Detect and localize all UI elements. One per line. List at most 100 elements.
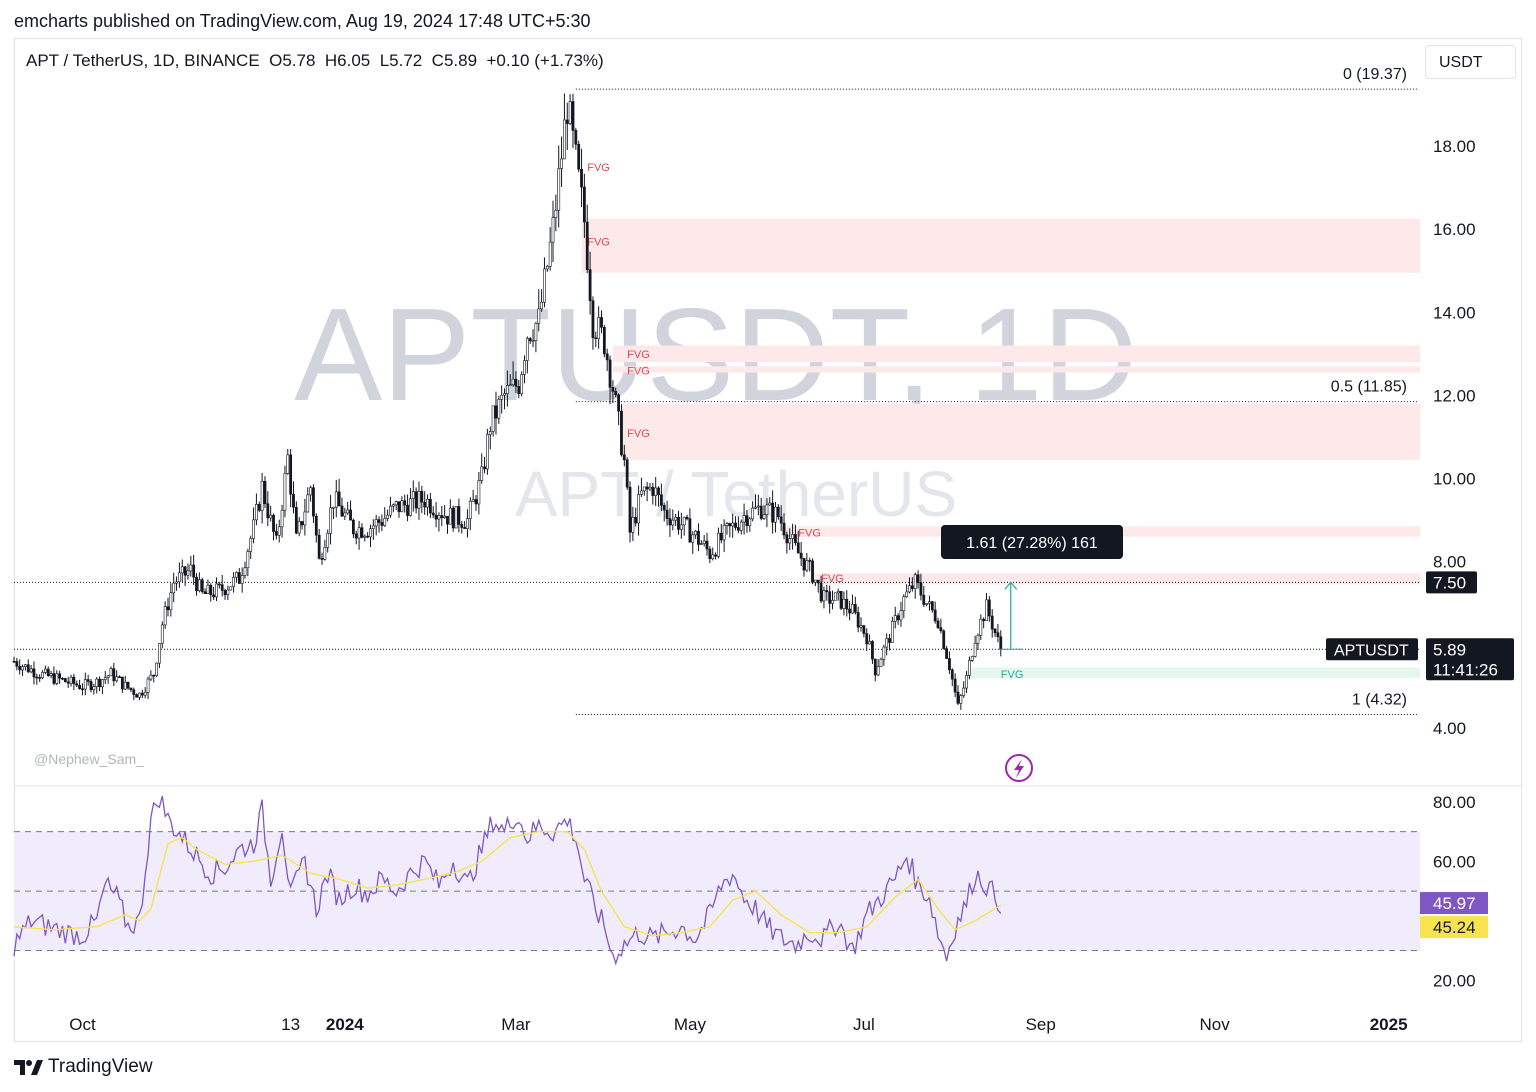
candle-body [120, 676, 124, 690]
lightning-icon[interactable] [1005, 754, 1033, 782]
candle [312, 484, 315, 524]
candle-body [945, 648, 948, 659]
candle [197, 572, 201, 593]
candle [725, 521, 729, 535]
candle-body [38, 677, 42, 679]
candle-body [21, 666, 24, 671]
candle [734, 516, 737, 531]
price-tick: 8.00 [1433, 553, 1466, 572]
candle-body [691, 534, 695, 543]
candle [671, 509, 675, 531]
candle-body [825, 590, 829, 593]
candle [859, 617, 863, 632]
candle-body [560, 158, 563, 169]
candle [12, 656, 16, 663]
candle [460, 521, 464, 534]
candle [688, 508, 692, 543]
candle [528, 337, 532, 344]
candle-body [135, 694, 139, 698]
candle-body [685, 516, 689, 520]
candle [577, 140, 581, 173]
candle-body [192, 564, 196, 578]
candle-body [574, 130, 578, 145]
fvg-label: FVG [627, 365, 650, 377]
candle-body [568, 101, 572, 124]
candle-body [811, 560, 814, 583]
fvg-label: FVG [627, 428, 650, 440]
candle-body [357, 527, 361, 539]
candle [942, 629, 946, 650]
candle-body [662, 505, 666, 511]
candle-body [423, 501, 427, 508]
candle-body [112, 668, 116, 682]
candle [300, 520, 304, 530]
candle [411, 480, 415, 512]
candle [517, 379, 521, 399]
candle [203, 588, 207, 594]
candle-body [488, 431, 492, 435]
candle [625, 457, 629, 490]
candle-body [631, 516, 635, 533]
candle [620, 404, 623, 457]
price-axis[interactable]: 18.00 16.00 14.00 12.00 10.00 8.00 4.00 [1433, 137, 1476, 738]
rsi-value-tag [1420, 892, 1488, 915]
candle-body [987, 599, 991, 617]
candle [169, 583, 173, 617]
candle-body [794, 534, 797, 544]
candle [622, 444, 626, 467]
candle-body [474, 499, 478, 505]
candle [274, 523, 278, 540]
time-axis[interactable]: Oct 13 2024 Mar May Jul Sep Nov 2025 [69, 1015, 1407, 1034]
candle [799, 542, 803, 567]
candle-body [468, 501, 472, 519]
candle-body [283, 473, 287, 511]
currency-button[interactable]: USDT [1425, 45, 1516, 79]
candle-body [973, 643, 977, 657]
candle-body [172, 582, 176, 594]
candle-body [491, 405, 495, 432]
candle-body [349, 509, 352, 521]
fib-levels: 0 (19.37) 0.5 (11.85) 1 (4.32) [575, 66, 1418, 716]
candle [420, 485, 424, 513]
candle [63, 677, 67, 683]
candle [500, 385, 504, 414]
candle-body [426, 498, 429, 508]
candle [956, 685, 960, 706]
candle [226, 585, 230, 601]
candle-body [728, 523, 732, 527]
candle-body [505, 385, 509, 394]
measure-tool: 1.61 (27.28%) 161 [941, 525, 1123, 650]
candle-body [397, 501, 401, 513]
candle-body [143, 692, 147, 696]
candle-body [930, 601, 934, 611]
candle [103, 671, 107, 684]
time-tick: Oct [69, 1015, 96, 1034]
candle-body [380, 522, 384, 526]
candle [816, 579, 820, 593]
candle [848, 600, 852, 621]
candle-body [443, 515, 447, 518]
candle-body [597, 317, 601, 340]
candle [129, 687, 133, 693]
candle [996, 623, 1000, 643]
candle-body [768, 502, 772, 506]
candle-body [910, 585, 914, 589]
candle [776, 504, 780, 520]
candle [568, 94, 572, 126]
candle [448, 499, 452, 525]
candle-body [933, 609, 937, 622]
candle [243, 561, 247, 579]
candle [882, 644, 886, 666]
candle-body [49, 673, 53, 676]
candle-body [266, 503, 270, 519]
candle-body [833, 592, 837, 601]
candle-body [642, 486, 646, 492]
tradingview-logo[interactable]: TradingView [14, 1056, 153, 1078]
candle [605, 348, 609, 371]
candle [400, 496, 404, 513]
candle [346, 501, 350, 515]
candle [868, 634, 871, 645]
candle [537, 289, 541, 332]
candle-body [292, 493, 295, 508]
